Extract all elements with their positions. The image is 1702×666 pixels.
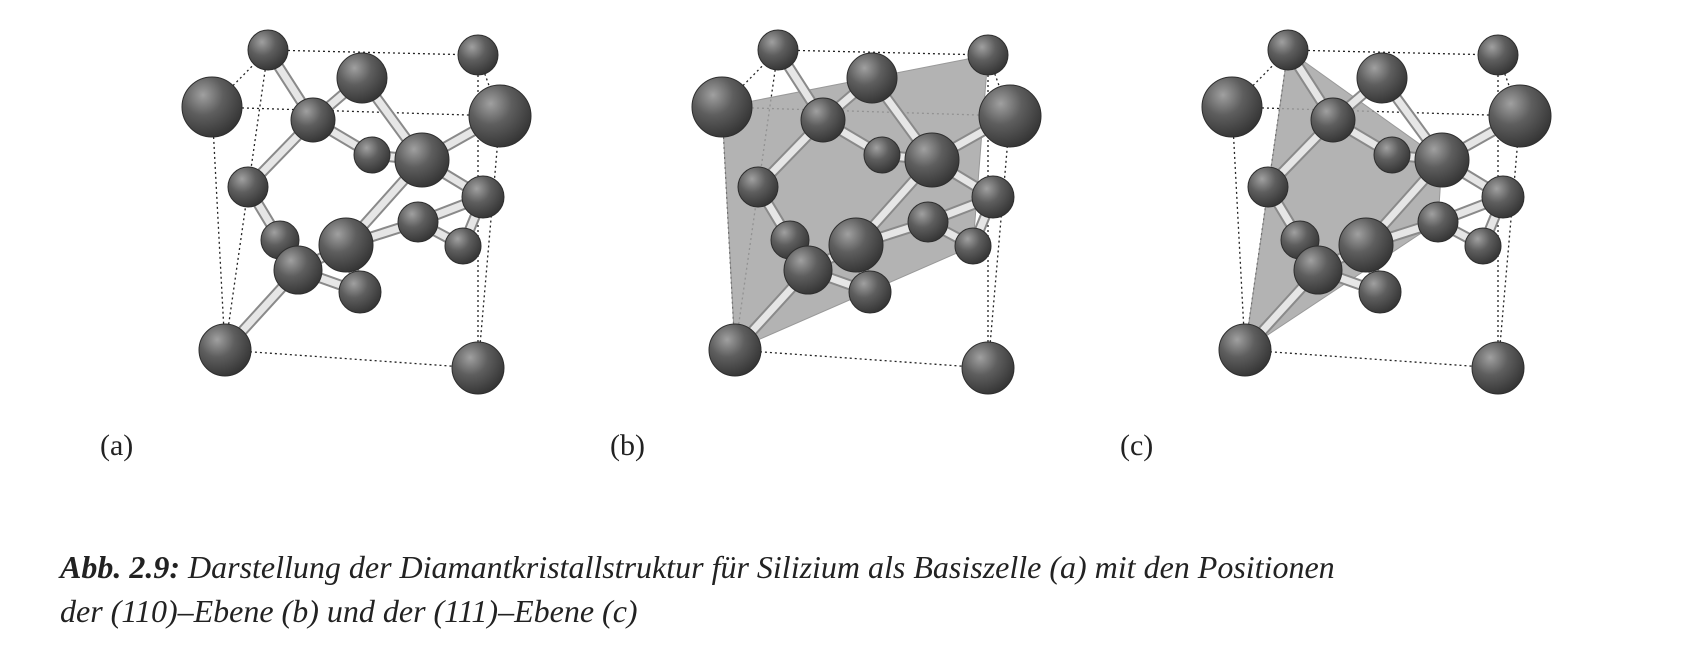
cell-edge [1287,49,1499,56]
silicon-atom [971,175,1015,219]
silicon-atom [1310,97,1356,143]
silicon-atom [967,34,1009,76]
silicon-atom [338,270,382,314]
cell-edge [1244,349,1499,369]
cell-edge [1231,106,1246,351]
cell-edge [1231,106,1521,117]
panel-a-basis-cell [181,29,532,395]
silicon-atom [904,132,960,188]
silicon-atom [1247,166,1289,208]
panel-label-a: (a) [100,429,133,462]
silicon-atom [273,245,323,295]
silicon-atom [1414,132,1470,188]
silicon-atom [1201,76,1263,138]
silicon-atom [1464,227,1502,265]
panel-b-110-plane [691,29,1042,395]
silicon-atom [978,84,1042,148]
silicon-atom [1338,217,1394,273]
silicon-atom [691,76,753,138]
silicon-atom [961,341,1015,395]
cell-edge [734,349,989,369]
panel-label-b: (b) [610,429,645,462]
silicon-atom [336,52,388,104]
silicon-atom [290,97,336,143]
silicon-atom [461,175,505,219]
silicon-atom [783,245,833,295]
cell-edge [777,49,989,56]
cell-edge [211,106,226,351]
silicon-atom [737,166,779,208]
crystal-structure-figure: (a) (b) (c) [100,29,1552,462]
panel-label-c: (c) [1120,429,1153,462]
caption-lead: Abb. 2.9: [60,549,180,585]
silicon-atom [1477,34,1519,76]
silicon-atom [247,29,289,71]
silicon-atom [757,29,799,71]
silicon-atom [198,323,252,377]
silicon-atom [954,227,992,265]
silicon-atom [397,201,439,243]
silicon-atom [907,201,949,243]
cell-edge [224,349,479,369]
silicon-atom [828,217,884,273]
figure-caption: Abb. 2.9: Darstellung der Diamantkristal… [60,545,1670,633]
silicon-atom [457,34,499,76]
silicon-atom [181,76,243,138]
silicon-atom [1471,341,1525,395]
cell-edge [477,115,501,369]
silicon-atom [800,97,846,143]
cell-edge [1497,115,1521,369]
silicon-atom [1481,175,1525,219]
silicon-atom [353,136,391,174]
cell-edge [211,106,501,117]
cell-edge [267,49,479,56]
panel-c-111-plane [1201,29,1552,395]
caption-line-1: Darstellung der Diamantkristallstruktur … [180,549,1335,585]
silicon-atom [1373,136,1411,174]
silicon-atom [1267,29,1309,71]
silicon-atom [1358,270,1402,314]
silicon-atom [1356,52,1408,104]
silicon-atom [1218,323,1272,377]
silicon-atom [708,323,762,377]
silicon-atom [1293,245,1343,295]
silicon-atom [394,132,450,188]
silicon-atom [1417,201,1459,243]
caption-line-2: der (110)–Ebene (b) und der (111)–Ebene … [60,593,638,629]
silicon-atom [1488,84,1552,148]
silicon-atom [846,52,898,104]
silicon-atom [468,84,532,148]
silicon-atom [318,217,374,273]
silicon-atom [451,341,505,395]
silicon-atom [444,227,482,265]
silicon-atom [863,136,901,174]
cell-edge [987,115,1011,369]
silicon-atom [848,270,892,314]
silicon-atom [227,166,269,208]
